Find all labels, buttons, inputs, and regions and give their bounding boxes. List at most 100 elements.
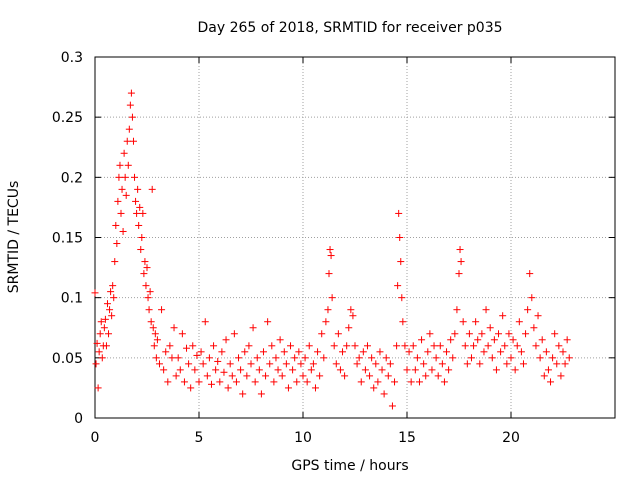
data-point (534, 312, 542, 320)
data-point (107, 288, 115, 296)
data-point (380, 390, 388, 398)
data-point (185, 360, 193, 368)
y-tick-label: 0.15 (52, 231, 83, 247)
data-point (345, 324, 353, 332)
data-point (526, 270, 534, 278)
data-point (327, 252, 335, 260)
chart-title: Day 265 of 2018, SRMTID for receiver p03… (197, 20, 502, 36)
data-point (180, 378, 188, 386)
data-point (376, 348, 384, 356)
data-point (372, 360, 380, 368)
data-point (357, 378, 365, 386)
data-point (484, 342, 492, 350)
data-point (297, 360, 305, 368)
data-point (542, 348, 550, 356)
data-point (418, 336, 426, 344)
data-point (401, 342, 409, 350)
data-point (143, 264, 151, 272)
data-point (282, 360, 290, 368)
data-point (295, 348, 303, 356)
data-point (407, 378, 415, 386)
data-point (368, 354, 376, 362)
data-point (147, 318, 155, 326)
data-point (443, 348, 451, 356)
data-point (121, 173, 129, 181)
data-point (405, 348, 413, 356)
data-point (129, 137, 137, 145)
data-point (524, 306, 532, 314)
y-tick-label: 0 (74, 411, 83, 427)
data-point (245, 342, 253, 350)
data-point (138, 234, 146, 241)
data-point (125, 125, 133, 133)
data-point (272, 354, 280, 362)
data-point (480, 348, 488, 356)
data-point (532, 342, 540, 350)
data-point (105, 330, 113, 338)
data-point (503, 360, 511, 368)
data-point (191, 366, 199, 374)
data-point (517, 348, 525, 356)
data-point (476, 360, 484, 368)
data-point (382, 354, 390, 362)
data-point (513, 342, 521, 350)
data-point (561, 360, 569, 368)
data-point (122, 191, 130, 199)
data-point (114, 197, 122, 205)
data-point (540, 372, 548, 380)
data-point (120, 149, 128, 157)
data-point (216, 378, 224, 386)
data-point (436, 342, 444, 350)
data-point (145, 306, 153, 314)
data-point (151, 330, 159, 338)
data-point (289, 366, 297, 374)
data-point (168, 354, 176, 362)
data-point (137, 246, 145, 254)
data-point (112, 221, 120, 229)
data-point (318, 330, 326, 338)
data-point (92, 360, 100, 368)
data-point (183, 344, 191, 352)
data-point (106, 306, 114, 314)
data-point (268, 342, 276, 350)
data-point (142, 282, 150, 290)
data-point (309, 360, 317, 368)
data-point (422, 372, 430, 380)
y-tick-label: 0.3 (61, 50, 83, 66)
data-point (172, 372, 180, 380)
data-point (551, 330, 559, 338)
data-point (370, 384, 378, 392)
data-point (226, 360, 234, 368)
data-point (162, 348, 170, 356)
data-point (160, 366, 168, 374)
data-point (153, 336, 161, 344)
data-point (232, 378, 240, 386)
data-point (359, 348, 367, 356)
data-point (415, 378, 423, 386)
data-point (474, 336, 482, 344)
data-point (397, 258, 405, 266)
data-point (103, 300, 111, 308)
data-point (141, 258, 149, 266)
data-point (544, 366, 552, 374)
data-point (449, 354, 457, 362)
data-point (94, 384, 102, 392)
data-point (330, 342, 338, 350)
data-point (222, 336, 230, 344)
data-point (413, 354, 421, 362)
y-tick-label: 0.05 (52, 351, 83, 367)
data-point (152, 354, 160, 362)
y-axis-label: SRMTID / TECUs (6, 181, 22, 294)
data-point (478, 330, 486, 338)
data-point (218, 348, 226, 356)
data-point (224, 384, 232, 392)
data-point (343, 342, 351, 350)
data-point (511, 366, 519, 374)
data-point (328, 294, 336, 302)
data-point (334, 330, 342, 338)
data-point (403, 366, 411, 374)
data-point (150, 342, 158, 350)
data-point (259, 348, 267, 356)
data-point (210, 342, 218, 350)
